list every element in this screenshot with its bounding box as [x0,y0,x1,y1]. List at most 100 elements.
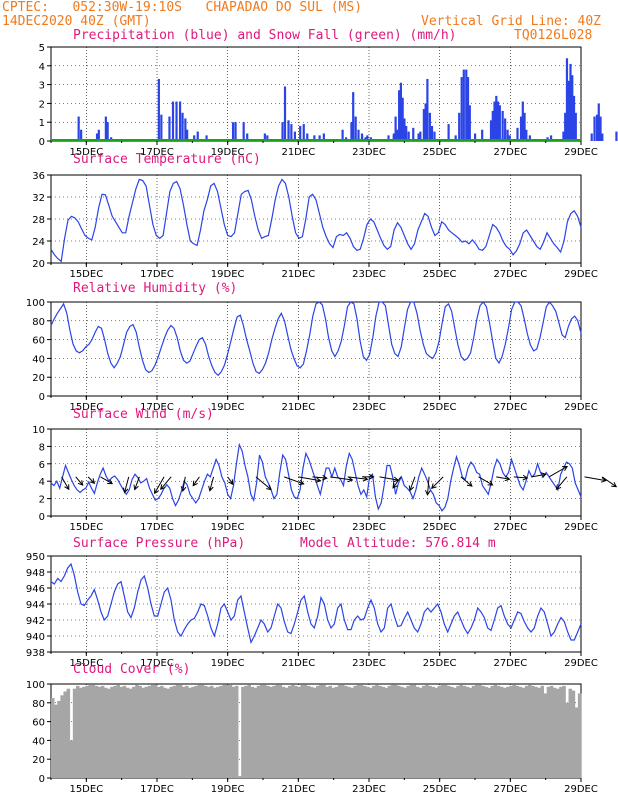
precip-bar [493,101,496,141]
x-tick-label: 21DEC [281,784,315,795]
wind-arrow-head [107,479,114,485]
cloud-bar [440,684,445,778]
cloud-bar [316,685,320,778]
wind-arrow [284,476,304,485]
x-tick-label: 17DEC [140,147,174,158]
wind-arrow-head [555,484,562,491]
cloud-bar [537,687,541,778]
cloud-bar [238,776,242,778]
cloud-bar [552,687,557,778]
precip-bar [564,112,567,141]
x-tick-label: 21DEC [281,269,315,280]
cloud-bar [471,685,476,778]
precip-bar [104,116,107,141]
header-grid-line: Vertical Grid Line: 40Z [421,14,602,29]
x-tick-label: 15DEC [69,402,103,413]
wind-arrow [431,476,444,489]
precip-bar [293,131,296,141]
precip-bar [205,135,208,141]
cloud-bar [562,685,566,778]
wind-arrow-head [466,481,473,487]
x-tick-label: 29DEC [564,784,598,795]
wind-arrow [379,476,399,481]
cloud-bar [446,685,451,778]
precip-bar [405,125,408,141]
cloud-bar [100,685,105,778]
cloud-bar [400,686,404,778]
cloud-bar [356,684,361,778]
precip-bar [387,135,390,141]
x-tick-label: 29DEC [564,658,598,669]
precip-bar [462,69,465,141]
cloud-bar [531,685,535,778]
cloud-bar [565,702,569,778]
y-tick-label: 948 [26,568,45,579]
cloud-bar [278,684,283,778]
cloud-bar [418,687,423,778]
cloud-bar [484,686,488,778]
cloud-bar [287,685,292,778]
cloud-bar [284,687,289,778]
precip-bar [460,77,463,141]
cloud-bar [82,686,86,778]
y-tick-label: 80 [32,699,45,710]
cloud-bar [362,685,367,778]
y-tick-label: 100 [26,680,45,691]
x-tick-label: 29DEC [564,522,598,533]
precip-bar [495,95,498,141]
y-tick-label: 20 [32,259,45,270]
y-tick-label: 40 [32,736,45,747]
cloud-bar [94,685,99,778]
precip-bar [428,112,431,141]
cloud-bar [172,685,177,778]
cloud-bar [387,685,392,778]
precip-bar [366,135,369,141]
cloud-bar [393,684,398,778]
wind-arrow [426,476,430,495]
y-tick-label: 0 [39,392,45,403]
cloud-bar [163,687,167,778]
cloud-bar [138,685,142,778]
cloud-bar [453,687,457,778]
cloud-bar [150,684,155,778]
y-tick-label: 32 [32,193,45,204]
y-tick-label: 80 [32,317,45,328]
y-tick-label: 944 [26,600,45,611]
x-tick-label: 19DEC [211,522,245,533]
cloud-bar [499,686,504,778]
wind-arrow-head [133,484,139,491]
cloud-bar [297,686,301,778]
precip-bar [523,112,526,141]
precip-bar [433,131,436,141]
cloud-bar [91,684,96,778]
precip-bar [283,86,287,141]
wind-arrow [182,476,186,492]
precip-bar [178,101,182,141]
cloud-bar [263,684,267,778]
panel-title: Surface Wind (m/s) [73,407,214,422]
wind-arrow-head [89,478,96,484]
series-line [50,562,582,645]
cloud-bar [175,684,180,778]
precip-bar [263,133,266,141]
cloud-bar [369,687,373,778]
cloud-bar [478,684,482,778]
precip-bar [599,116,602,141]
precip-bar [466,77,470,141]
cloud-bar [422,685,426,778]
precip-bar [407,131,410,141]
precip-bar [403,118,406,141]
y-tick-label: 40 [32,354,45,365]
cloud-bar [334,686,339,778]
precip-bar [266,135,269,141]
precip-bar [426,78,429,141]
wind-arrow [460,476,473,487]
precip-bar [601,133,604,141]
precip-bar [398,90,401,141]
cloud-bar [459,684,463,778]
precip-bar [590,133,593,141]
cloud-bar [365,686,370,778]
cloud-bar [521,687,526,778]
precip-bar [242,122,245,141]
cloud-bar [194,685,198,778]
